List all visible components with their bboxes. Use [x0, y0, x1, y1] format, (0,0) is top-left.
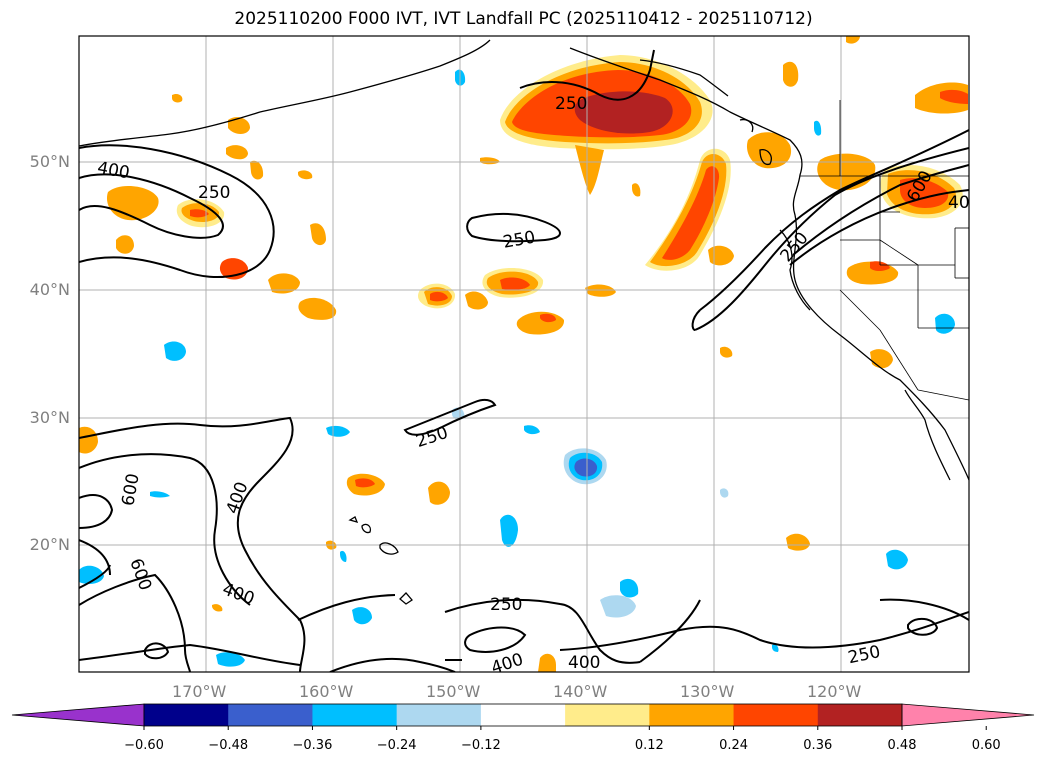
- colorbar-segment: [733, 704, 819, 726]
- colorbar-extend-max: [901, 703, 1035, 727]
- colorbar-tick-label: −0.36: [292, 738, 333, 753]
- ivt-positive-shading: [79, 36, 968, 672]
- colorbar-segment: [817, 704, 903, 726]
- lon-label-120w: 120°W: [807, 682, 862, 701]
- map-frame: [78, 35, 970, 673]
- lat-label-50n: 50°N: [29, 152, 70, 171]
- colorbar-tick-label: −0.24: [376, 738, 417, 753]
- ivt-contours: [79, 49, 969, 672]
- contour-label: 250: [502, 227, 537, 252]
- lon-label-170w: 170°W: [172, 682, 227, 701]
- lon-label-130w: 130°W: [680, 682, 735, 701]
- colorbar-tick-label: 0.36: [803, 738, 833, 753]
- lat-label-20n: 20°N: [29, 535, 70, 554]
- contour-label: 250: [846, 642, 882, 668]
- contour-label: 250: [198, 183, 230, 203]
- contour-label: 400: [220, 579, 257, 609]
- colorbar-segment: [480, 704, 566, 726]
- colorbar-tick-label: −0.48: [208, 738, 249, 753]
- contour-label: 400: [948, 193, 980, 213]
- colorbar-segment: [228, 704, 313, 726]
- map-area: 250 250 250 250 250 250 250 400 400 400 …: [79, 36, 980, 678]
- plot-title: 2025110200 F000 IVT, IVT Landfall PC (20…: [234, 9, 813, 29]
- contour-label: 400: [96, 158, 131, 183]
- lat-label-30n: 30°N: [29, 408, 70, 427]
- colorbar-tick-label: −0.60: [124, 738, 164, 753]
- colorbar-frame: [143, 703, 903, 727]
- contour-label: 250: [490, 595, 522, 615]
- colorbar-segment: [396, 704, 482, 726]
- contour-label: 250: [414, 423, 451, 452]
- colorbar-tick-label: −0.12: [460, 738, 501, 753]
- contour-label: 400: [223, 479, 253, 516]
- colorbar-extend-min: [11, 703, 145, 727]
- contour-label: 400: [489, 649, 526, 678]
- contour-label: 250: [777, 228, 813, 266]
- contour-label: 400: [568, 653, 600, 673]
- lon-label-150w: 150°W: [426, 682, 481, 701]
- colorbar-segment: [144, 704, 229, 726]
- lon-label-160w: 160°W: [299, 682, 354, 701]
- state-borders: [800, 100, 969, 401]
- ivt-negative-shading: [79, 69, 955, 667]
- contour-label: 600: [125, 556, 155, 593]
- colorbar-tick-label: 0.24: [719, 738, 749, 753]
- colorbar-tick-label: 0.48: [887, 738, 917, 753]
- colorbar-tick-label: 0.60: [971, 738, 1001, 753]
- colorbar: [11, 703, 1035, 730]
- contour-label: 250: [555, 94, 587, 114]
- coastlines: [79, 39, 969, 605]
- colorbar-segment: [565, 704, 650, 726]
- colorbar-tick-label: 0.12: [634, 738, 664, 753]
- colorbar-segment: [312, 704, 398, 726]
- contour-label: 600: [118, 472, 143, 507]
- lat-label-40n: 40°N: [29, 280, 70, 299]
- colorbar-segment: [649, 704, 735, 726]
- lon-label-140w: 140°W: [553, 682, 608, 701]
- graticule: [79, 36, 969, 672]
